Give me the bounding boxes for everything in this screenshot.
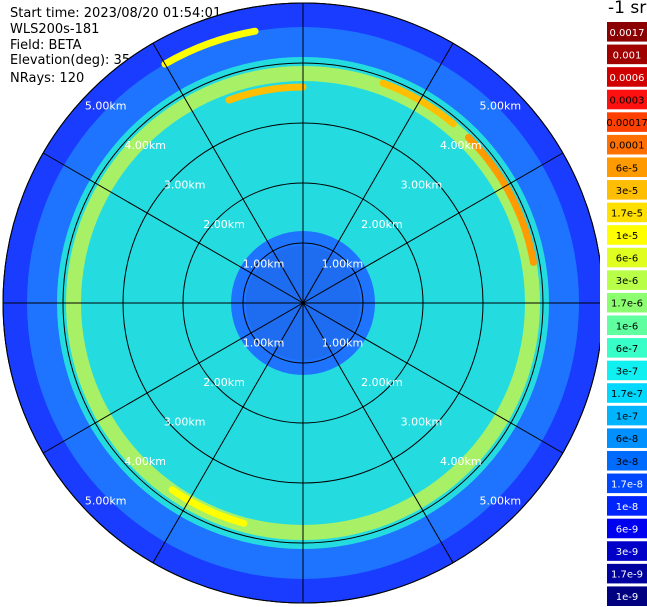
range-label: 5.00km xyxy=(479,494,521,507)
colorbar-swatch xyxy=(607,338,647,358)
colorbar-tick: 1.7e-5 xyxy=(611,208,643,219)
range-label: 1.00km xyxy=(243,258,285,271)
colorbar-tick: 0.001 xyxy=(613,50,642,61)
colorbar-tick: 1.7e-6 xyxy=(611,299,643,310)
colorbar-swatch xyxy=(607,450,647,471)
polar-plot: 1.00km 2.00km 3.00km 4.00km 5.00km 1.00km 2.00… xyxy=(2,2,600,604)
azimuth-spoke xyxy=(152,42,304,304)
colorbar-swatch xyxy=(607,541,647,561)
colorbar-swatch xyxy=(607,22,647,42)
colorbar-swatch xyxy=(607,44,647,65)
nrays-label: NRays: 120 xyxy=(10,71,85,86)
colorbar-swatch xyxy=(607,247,647,268)
colorbar-swatch xyxy=(607,473,647,494)
hotspot xyxy=(502,182,537,266)
range-label: 4.00km xyxy=(440,455,482,468)
field-label: Field: BETA xyxy=(10,38,82,53)
azimuth-spoke xyxy=(302,302,454,564)
range-label: 1.00km xyxy=(243,336,285,349)
azimuth-spokes xyxy=(3,3,600,603)
colorbar-swatch xyxy=(607,202,647,223)
azimuth-spoke xyxy=(302,152,564,304)
colorbar-tick: 3e-9 xyxy=(616,547,639,558)
range-label: 2.00km xyxy=(203,376,245,389)
range-label: 4.00km xyxy=(440,139,482,152)
colorbar-tick: 6e-9 xyxy=(616,524,639,535)
colorbar-tick: 1.7e-8 xyxy=(611,479,643,490)
colorbar-swatch xyxy=(607,315,647,336)
colorbar-tick: 6e-7 xyxy=(616,344,639,355)
range-labels: 1.00km 2.00km 3.00km 4.00km 5.00km 1.00km 2.00… xyxy=(85,100,521,508)
colorbar-swatch xyxy=(607,292,647,313)
colorbar-tick: 0.0006 xyxy=(610,73,645,84)
range-label: 4.00km xyxy=(124,139,166,152)
colorbar-tick: 0.0003 xyxy=(610,96,645,107)
colorbar-tick: 6e-6 xyxy=(616,254,639,265)
colorbar-tick: 6e-8 xyxy=(616,434,639,445)
colorbar-swatch xyxy=(607,225,647,245)
colorbar-tick: 3e-7 xyxy=(616,366,639,377)
range-label: 5.00km xyxy=(85,494,127,507)
colorbar-swatch xyxy=(607,180,647,200)
colorbar-swatch xyxy=(607,270,647,290)
range-label: 2.00km xyxy=(203,218,245,231)
range-label: 5.00km xyxy=(85,100,127,113)
range-label: 3.00km xyxy=(164,179,206,192)
colorbar-tick: 1.7e-7 xyxy=(611,389,643,400)
azimuth-spoke xyxy=(302,302,564,454)
colorbar-tick: 6e-5 xyxy=(616,163,639,174)
elevation-label: Elevation(deg): 35.30 xyxy=(10,53,151,68)
range-label: 1.00km xyxy=(322,258,364,271)
range-label: 4.00km xyxy=(124,455,166,468)
instrument-name: WLS200s-181 xyxy=(10,22,100,37)
range-label: 3.00km xyxy=(401,415,443,428)
range-label: 1.00km xyxy=(322,336,364,349)
colorbar-tick: 1.7e-9 xyxy=(611,570,643,581)
colorbar-swatch xyxy=(607,89,647,110)
azimuth-spoke xyxy=(42,152,304,304)
colorbar-tick: 3e-6 xyxy=(616,276,639,287)
azimuth-spoke xyxy=(302,42,454,304)
range-label: 5.00km xyxy=(479,100,521,113)
colorbar-swatch xyxy=(607,405,647,426)
colorbar-swatch xyxy=(607,428,647,448)
range-label: 3.00km xyxy=(401,179,443,192)
range-label: 2.00km xyxy=(361,218,403,231)
colorbar-tick: 3e-8 xyxy=(616,457,639,468)
colorbar-swatch xyxy=(607,496,647,516)
colorbar-swatch xyxy=(607,563,647,584)
colorbar-swatch xyxy=(607,360,647,381)
hotspot xyxy=(225,83,307,104)
units-label: -1 sr xyxy=(608,0,647,18)
hotspot xyxy=(161,27,259,68)
colorbar-tick: 3e-5 xyxy=(616,186,639,197)
range-label: 3.00km xyxy=(164,415,206,428)
colorbar-tick: 1e-5 xyxy=(616,231,639,242)
azimuth-spoke xyxy=(42,302,304,454)
colorbar: 0.0017 0.001 0.0006 0.0003 0.00017 0.0001 6e-5… xyxy=(607,22,647,606)
colorbar-swatch xyxy=(607,112,647,132)
colorbar-swatch xyxy=(607,383,647,403)
colorbar-swatch xyxy=(607,157,647,178)
colorbar-tick: 1e-9 xyxy=(616,592,639,603)
colorbar-tick: 0.0001 xyxy=(610,141,645,152)
colorbar-tick: 1e-8 xyxy=(616,502,639,513)
colorbar-swatch xyxy=(607,518,647,539)
colorbar-swatch xyxy=(607,134,647,155)
azimuth-spoke xyxy=(152,302,304,564)
colorbar-tick: 1e-6 xyxy=(616,321,639,332)
start-time: Start time: 2023/08/20 01:54:01 xyxy=(10,6,222,21)
range-label: 2.00km xyxy=(361,376,403,389)
colorbar-tick: 0.00017 xyxy=(607,118,647,129)
colorbar-tick: 0.0017 xyxy=(610,28,645,39)
colorbar-swatch xyxy=(607,67,647,87)
colorbar-swatch xyxy=(607,586,647,606)
hotspot xyxy=(168,486,248,527)
colorbar-tick: 1e-7 xyxy=(616,412,639,423)
